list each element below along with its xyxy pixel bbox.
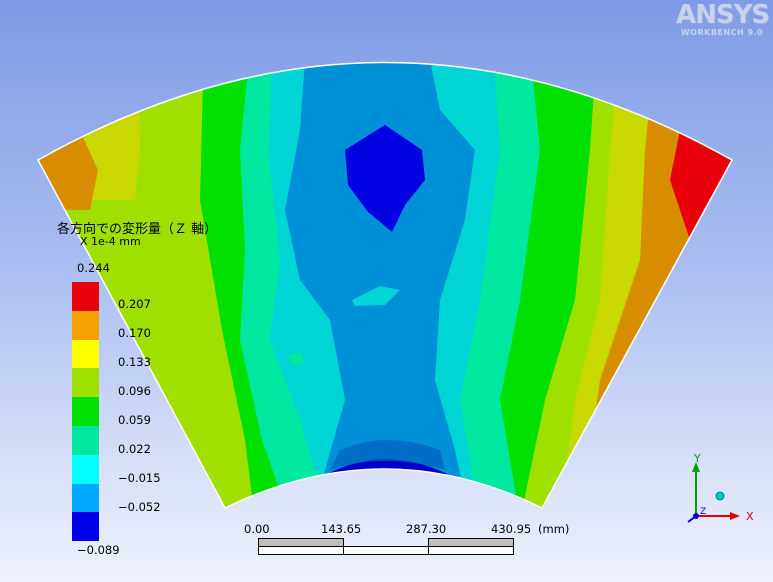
scale-label: 0.00 — [244, 522, 270, 536]
legend-tick-min: −0.089 — [77, 543, 120, 557]
scale-bar — [258, 538, 514, 555]
legend-tick: 0.207 — [118, 297, 151, 311]
scale-label: 143.65 — [321, 522, 362, 536]
sector-outline — [36, 61, 734, 509]
legend-swatch — [72, 339, 99, 369]
legend-swatch — [72, 397, 99, 426]
legend-tick: 0.096 — [118, 384, 151, 398]
logo-brand: ANSYS — [676, 0, 770, 30]
legend-color-bar — [72, 282, 99, 542]
legend-swatch — [72, 425, 99, 455]
x-axis-label: X — [746, 510, 754, 523]
legend-tick: −0.052 — [118, 500, 161, 514]
legend-tick: 0.059 — [118, 413, 151, 427]
legend-swatch — [72, 368, 99, 398]
legend-unit: X 1e-4 mm — [80, 235, 141, 248]
axis-triad[interactable]: Y X Z — [676, 448, 768, 528]
legend-tick: −0.015 — [118, 471, 161, 485]
legend-swatch — [72, 282, 99, 311]
legend-title: 各方向での変形量（Ｚ 軸） — [57, 222, 218, 237]
legend-tick: 0.022 — [118, 442, 151, 456]
y-axis-arrow — [692, 462, 700, 472]
y-axis-label: Y — [693, 452, 701, 465]
legend-tick: 0.170 — [118, 326, 151, 340]
legend-swatch — [72, 483, 99, 513]
scale-label: 430.95 — [491, 522, 532, 536]
scale-unit: (mm) — [538, 522, 570, 536]
legend-swatch — [72, 310, 99, 340]
legend-tick-max: 0.244 — [77, 261, 110, 275]
ansys-logo: ANSYS WORKBENCH 9.0 — [676, 0, 770, 37]
x-axis-arrow — [730, 512, 740, 520]
legend-swatch — [72, 512, 99, 542]
isometric-view-ball[interactable] — [715, 491, 725, 501]
legend-swatch — [72, 454, 99, 484]
z-axis-label: Z — [700, 507, 706, 517]
logo-subtitle: WORKBENCH 9.0 — [680, 28, 764, 37]
triad-origin — [693, 513, 699, 519]
scale-label: 287.30 — [406, 522, 447, 536]
legend-tick: 0.133 — [118, 355, 151, 369]
